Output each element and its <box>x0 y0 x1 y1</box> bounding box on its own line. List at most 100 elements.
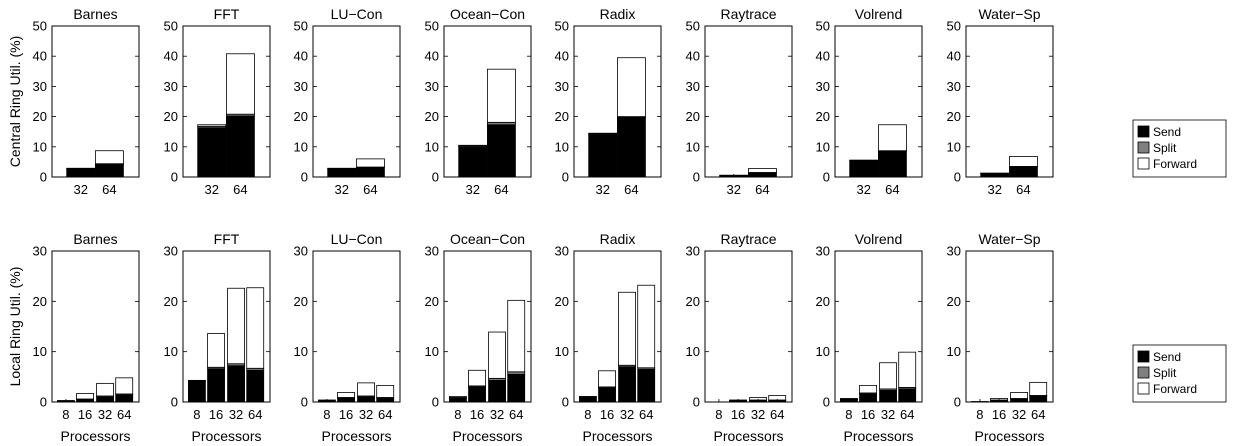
y-tick-label: 0 <box>823 395 830 410</box>
panel-title: Barnes <box>73 231 117 247</box>
bar-forward-64 <box>115 377 134 395</box>
bar-send-32 <box>488 379 506 403</box>
y-tick-label: 20 <box>164 294 178 309</box>
x-tick-label: 32 <box>856 182 870 197</box>
bar-forward-32 <box>618 291 636 366</box>
y-tick-label: 40 <box>686 49 700 64</box>
bar-forward-64 <box>95 150 124 165</box>
y-tick-label: 20 <box>425 109 439 124</box>
x-tick-label: 32 <box>359 407 373 422</box>
x-tick-label: 64 <box>102 182 116 197</box>
y-tick-label: 20 <box>425 294 439 309</box>
panel-title: LU−Con <box>331 6 383 22</box>
panel-local-2: LU−Con 8 16 32 64 0 10 20 30 Processors <box>294 231 401 444</box>
bar-forward-32 <box>227 287 245 365</box>
bar-forward-64 <box>507 299 526 373</box>
y-tick-label: 30 <box>686 244 700 259</box>
legend-swatch-0 <box>1137 125 1150 138</box>
y-tick-label: 20 <box>686 109 700 124</box>
x-tick-label: 64 <box>639 407 653 422</box>
bar-forward-64 <box>617 57 646 117</box>
panel-central-0: Barnes 32 64 0 10 20 30 40 50 <box>33 6 140 197</box>
bar-forward-8 <box>840 398 858 400</box>
y-tick-label: 40 <box>947 49 961 64</box>
y-tick-label: 30 <box>164 244 178 259</box>
x-tick-label: 64 <box>885 182 899 197</box>
y-tick-label: 30 <box>555 79 569 94</box>
y-tick-label: 20 <box>947 294 961 309</box>
panel-title: LU−Con <box>331 231 383 247</box>
bar-forward-64 <box>1009 156 1038 167</box>
bar-forward-32 <box>1010 392 1028 399</box>
plot-frame <box>443 250 532 403</box>
x-tick-label: 32 <box>73 182 87 197</box>
x-axis-label: Processors <box>321 428 391 444</box>
y-tick-label: 10 <box>686 139 700 154</box>
y-tick-label: 20 <box>294 109 308 124</box>
bar-send-64 <box>878 150 907 178</box>
y-tick-label: 20 <box>164 109 178 124</box>
x-tick-label: 64 <box>117 407 131 422</box>
x-tick-label: 32 <box>334 182 348 197</box>
y-tick-label: 30 <box>33 244 47 259</box>
bar-split-8 <box>579 396 597 398</box>
y-tick-label: 20 <box>33 294 47 309</box>
y-tick-label: 30 <box>425 79 439 94</box>
bar-forward-32 <box>197 124 227 127</box>
panel-central-4: Radix 32 64 0 10 20 30 40 50 <box>555 6 662 197</box>
y-tick-label: 0 <box>823 170 830 185</box>
plot-frame <box>965 250 1054 403</box>
bar-forward-64 <box>1029 381 1048 396</box>
panel-local-6: Volrend 8 16 32 64 0 10 20 30 Processors <box>816 231 923 444</box>
x-tick-label: 16 <box>339 407 353 422</box>
panel-central-6: Volrend 32 64 0 10 20 30 40 50 <box>816 6 923 197</box>
bar-forward-16 <box>76 393 94 400</box>
y-tick-label: 50 <box>294 19 308 34</box>
panel-title: FFT <box>214 231 240 247</box>
x-tick-label: 8 <box>193 407 200 422</box>
x-tick-label: 8 <box>976 407 983 422</box>
chart-row-local: Local Ring Util. (%) Barnes 8 16 32 64 0 10 20 30… <box>7 231 1227 444</box>
x-tick-label: 8 <box>454 407 461 422</box>
x-tick-label: 8 <box>323 407 330 422</box>
y-tick-label: 10 <box>816 139 830 154</box>
plot-frame <box>312 25 401 178</box>
panel-title: Ocean−Con <box>450 231 525 247</box>
y-tick-label: 10 <box>294 139 308 154</box>
y-tick-label: 50 <box>555 19 569 34</box>
x-tick-label: 32 <box>204 182 218 197</box>
panel-local-7: Water−Sp 8 16 32 64 0 10 20 30 Processors <box>947 231 1054 444</box>
legend-swatch-2 <box>1137 382 1150 395</box>
x-tick-label: 32 <box>465 182 479 197</box>
bar-forward-64 <box>487 68 516 123</box>
y-tick-label: 30 <box>294 244 308 259</box>
legend-entry: Send <box>1153 125 1181 139</box>
bar-forward-64 <box>246 287 265 369</box>
x-tick-label: 64 <box>248 407 262 422</box>
bar-forward-32 <box>357 382 375 397</box>
plot-frame <box>312 250 401 403</box>
legend: Send Split Forward <box>1132 344 1227 403</box>
x-axis-label: Processors <box>582 428 652 444</box>
y-tick-label: 50 <box>425 19 439 34</box>
y-tick-label: 40 <box>555 49 569 64</box>
y-tick-label: 30 <box>947 79 961 94</box>
y-tick-label: 0 <box>954 395 961 410</box>
x-tick-label: 8 <box>715 407 722 422</box>
x-tick-label: 32 <box>1012 407 1026 422</box>
y-tick-label: 30 <box>294 79 308 94</box>
bar-forward-64 <box>748 168 777 173</box>
plot-frame <box>573 25 662 178</box>
bar-forward-32 <box>458 144 488 147</box>
y-tick-label: 10 <box>555 344 569 359</box>
x-tick-label: 32 <box>595 182 609 197</box>
bar-split-8 <box>188 379 206 382</box>
x-tick-label: 16 <box>731 407 745 422</box>
panel-title: Water−Sp <box>978 6 1040 22</box>
x-tick-label: 16 <box>600 407 614 422</box>
bar-send-64 <box>487 124 516 178</box>
y-tick-label: 0 <box>693 395 700 410</box>
y-tick-label: 10 <box>164 139 178 154</box>
x-tick-label: 32 <box>726 182 740 197</box>
chart-row-central: Central Ring Util. (%) Barnes 32 64 0 10 20 30 4… <box>7 6 1227 197</box>
